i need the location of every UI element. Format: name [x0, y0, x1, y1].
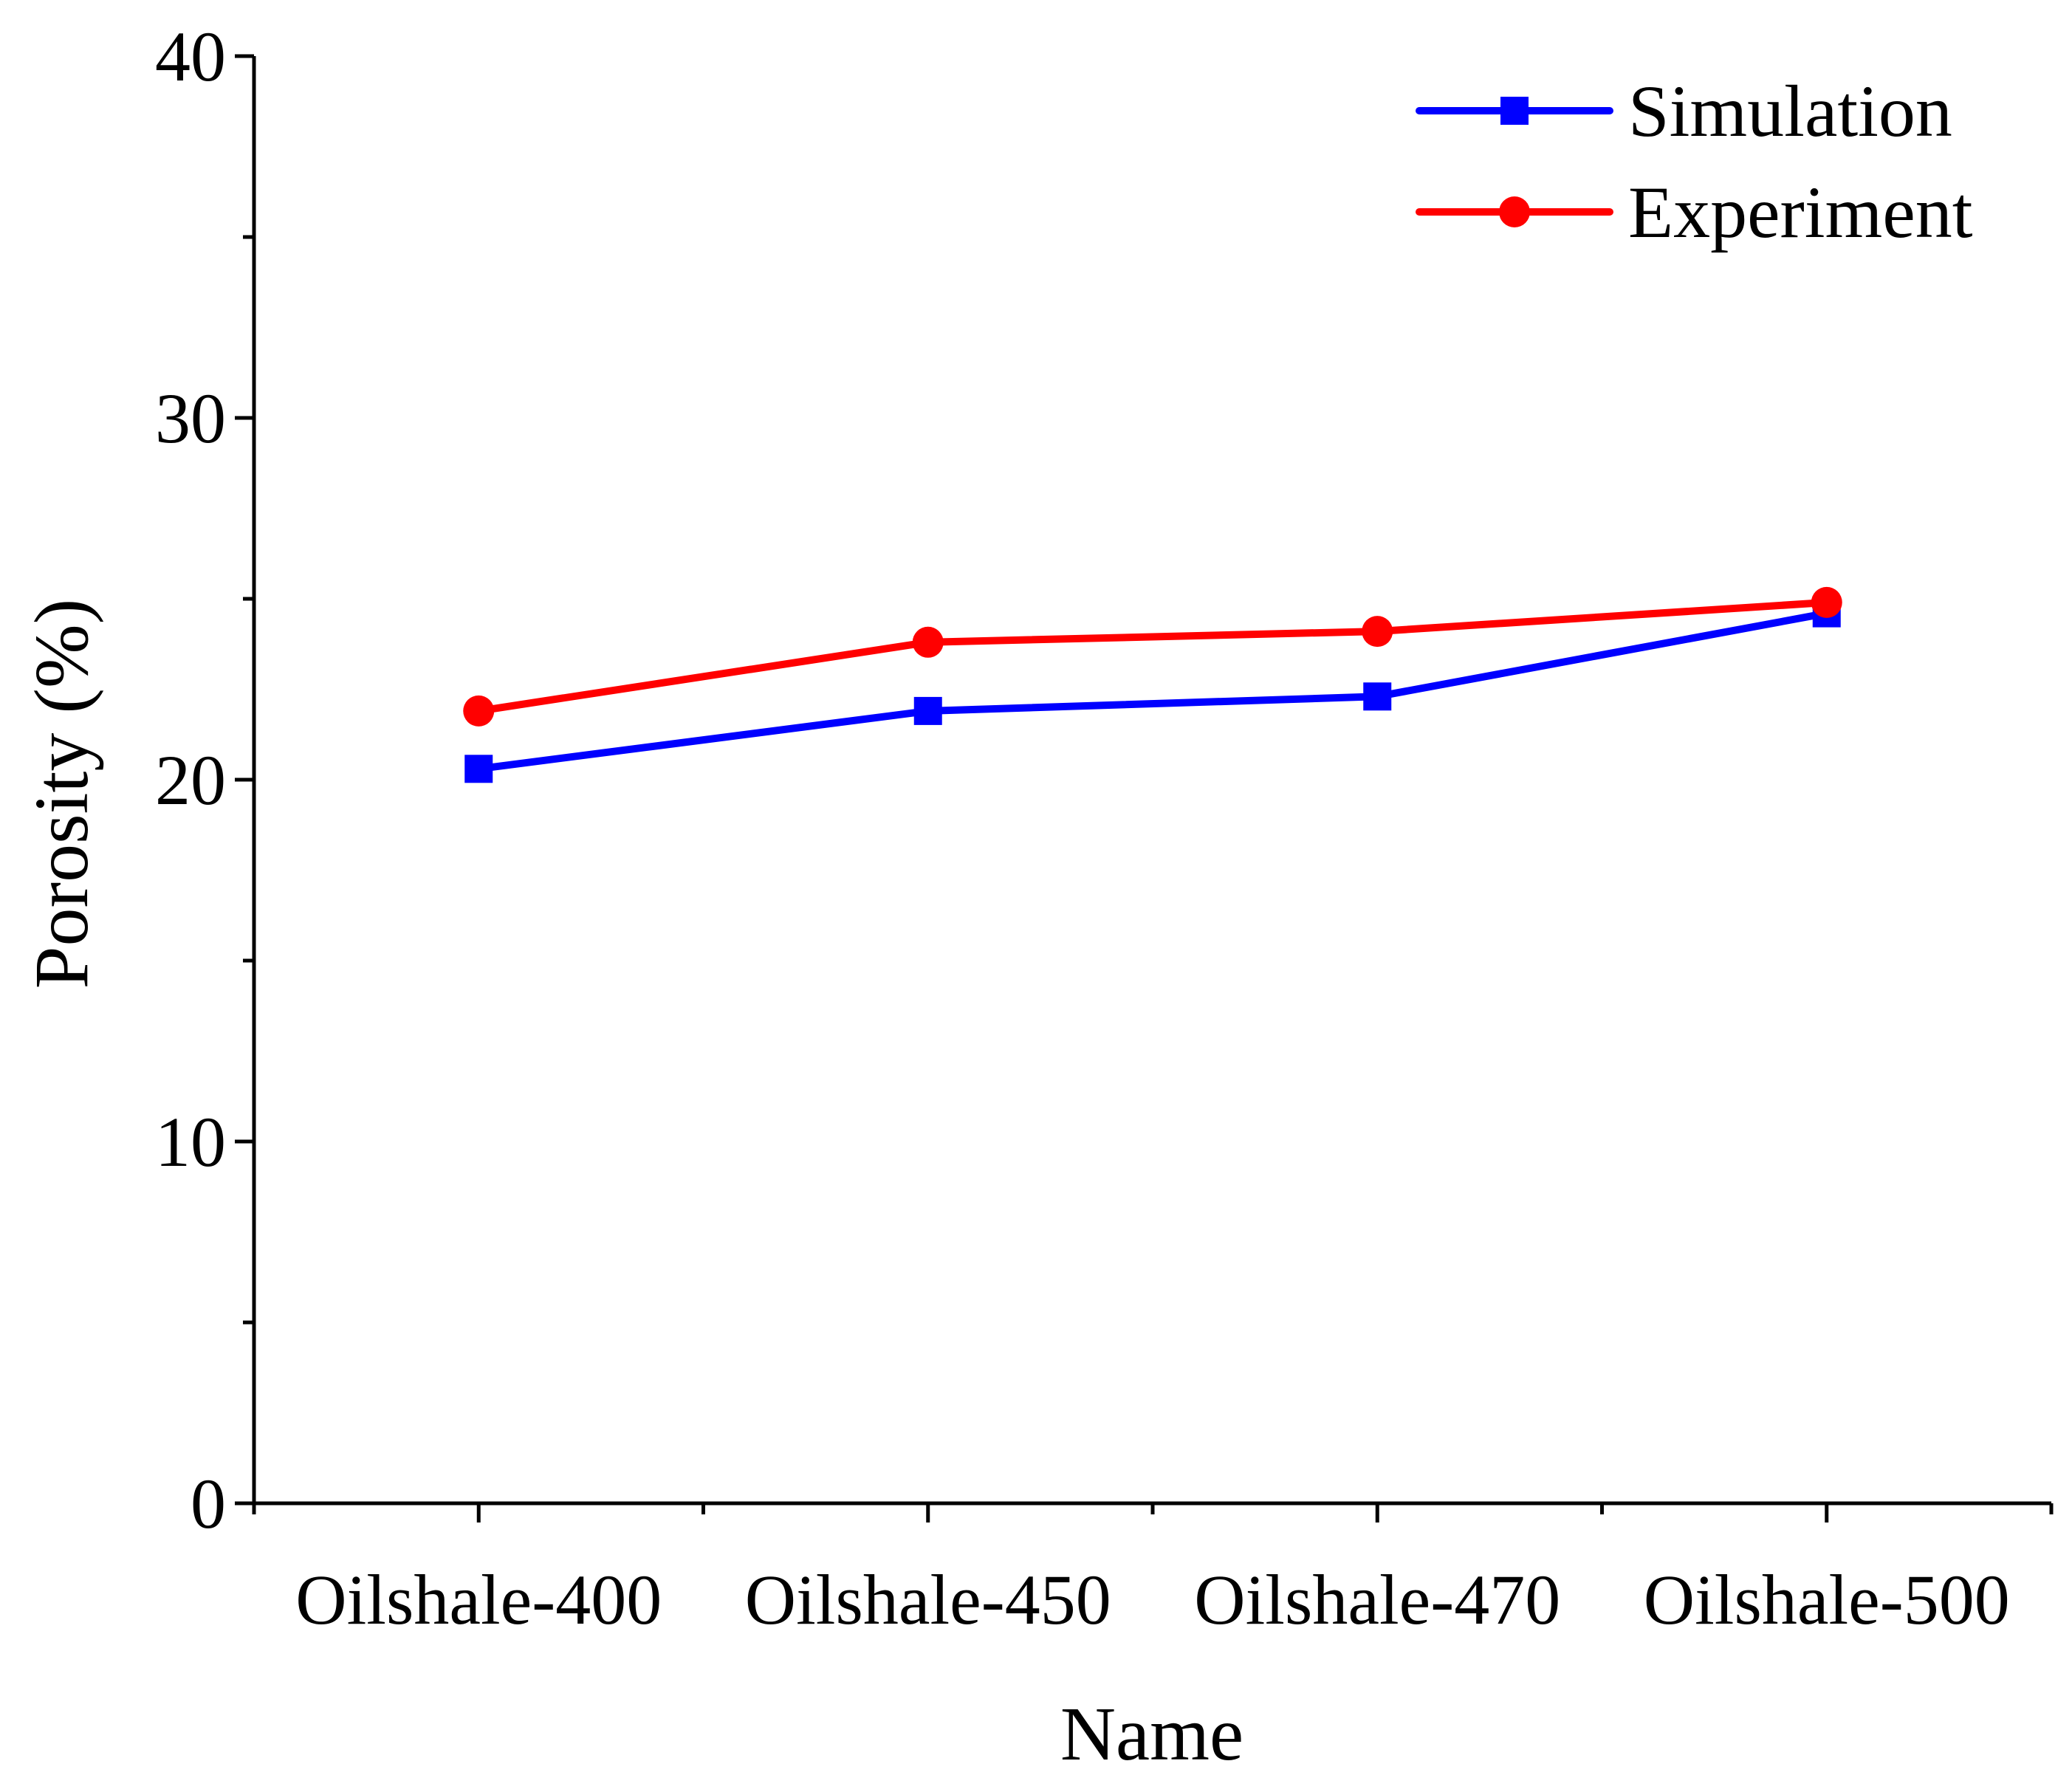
legend-label-simulation: Simulation [1628, 70, 1952, 152]
x-tick-label: Oilshale-450 [745, 1560, 1111, 1639]
series-experiment [463, 586, 1842, 727]
axes: 0 10 20 30 40 Oilshale-400 Oilshale-450 Oilshal… [155, 17, 2054, 1639]
y-tick-label: 10 [155, 1102, 226, 1181]
x-tick-label: Oilshale-400 [295, 1560, 662, 1639]
x-tick-label: Oilshale-500 [1644, 1560, 2010, 1639]
legend-label-experiment: Experiment [1628, 171, 1973, 253]
data-point-experiment [463, 695, 495, 727]
y-tick-label: 30 [155, 379, 226, 458]
series-line-experiment [475, 598, 1831, 715]
x-axis-title: Name [1060, 1692, 1243, 1776]
data-point-experiment [912, 626, 944, 658]
data-point-simulation [464, 755, 493, 783]
series-layer [463, 586, 1842, 783]
y-tick-label: 40 [155, 17, 226, 96]
legend-marker-simulation [1500, 97, 1529, 125]
legend: Simulation Experiment [1416, 70, 1973, 253]
y-tick-label: 20 [155, 741, 226, 820]
data-point-simulation [1363, 682, 1392, 711]
y-tick-label: 0 [191, 1464, 226, 1543]
y-axis-title: Porosity (%) [19, 599, 104, 989]
x-tick-label: Oilshale-470 [1194, 1560, 1560, 1639]
data-point-simulation [913, 696, 942, 725]
series-line-simulation [475, 609, 1831, 773]
legend-marker-experiment [1499, 196, 1530, 227]
data-point-experiment [1811, 586, 1842, 618]
data-point-experiment [1362, 616, 1393, 648]
